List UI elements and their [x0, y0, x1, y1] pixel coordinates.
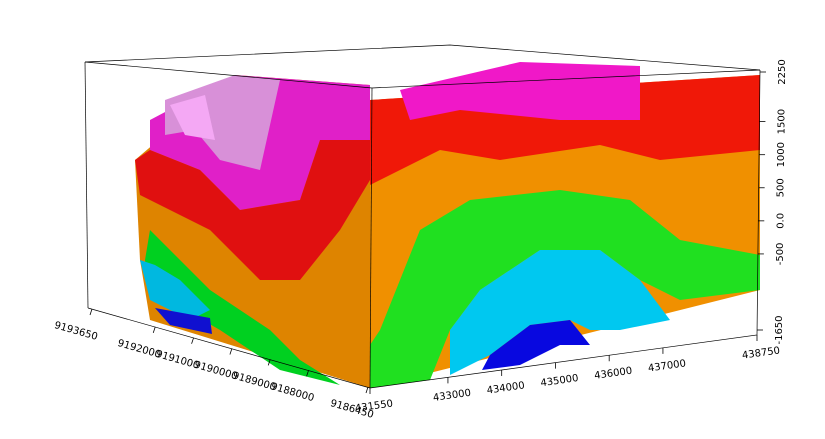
voxel-region [155, 308, 212, 334]
box-edge [84, 44, 761, 71]
z-tick-label: 1000 [776, 142, 787, 167]
z-tick-label: 2250 [777, 59, 788, 84]
z-tick-label: 500 [776, 178, 787, 197]
box-back [84, 44, 761, 309]
y-tick [152, 326, 156, 334]
box-edge [84, 61, 89, 309]
y-tick-label: 9193650 [53, 320, 99, 343]
z-tick-label: 1500 [776, 109, 787, 134]
box-edge [369, 87, 373, 389]
box-front [84, 61, 761, 389]
x-tick-label: 438750 [741, 345, 780, 361]
voxel-region [482, 320, 590, 370]
y-tick [89, 308, 93, 316]
y-tick [267, 359, 271, 366]
x-tick-label: 433000 [432, 388, 471, 404]
y-tick-label: 9188000 [270, 381, 316, 404]
voxel-region [400, 62, 640, 120]
box-edge [87, 69, 761, 389]
y-tick [191, 337, 194, 344]
z-tick-label: 0.0 [775, 213, 786, 229]
x-tick-label: 437000 [647, 358, 686, 374]
x-tick-label: 436000 [594, 366, 633, 382]
x-tick-label: 431550 [354, 398, 393, 414]
voxel-region [140, 260, 210, 320]
x-tick-label: 434000 [486, 380, 525, 396]
z-tick-label: -1650 [774, 315, 785, 344]
y-tick [365, 386, 369, 394]
y-tick [306, 370, 309, 377]
x-tick-label: 435000 [540, 373, 579, 389]
left-face [135, 75, 370, 388]
voxel-region [135, 140, 370, 280]
voxel-region [170, 95, 215, 140]
right-face [370, 62, 760, 388]
y-tick [229, 348, 233, 355]
z-tick-label: -500 [775, 243, 786, 266]
voxel-region [370, 190, 760, 388]
